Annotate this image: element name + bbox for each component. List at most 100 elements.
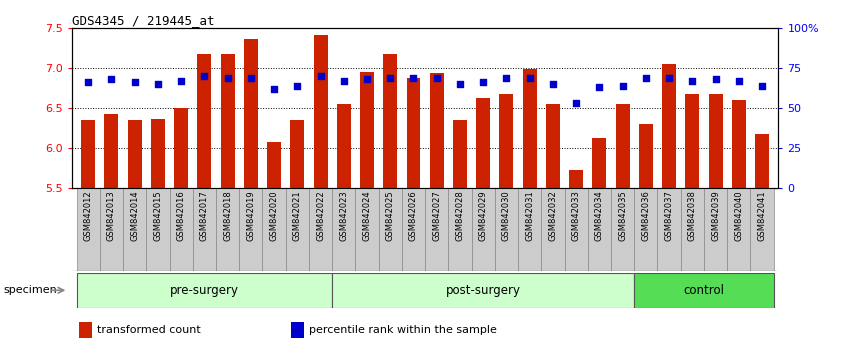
Point — [151, 81, 165, 87]
Text: GSM842015: GSM842015 — [153, 190, 162, 241]
Point — [244, 75, 257, 81]
Bar — [314, 35, 327, 188]
Bar — [123, 188, 146, 271]
Bar — [704, 188, 728, 271]
Bar — [453, 120, 467, 188]
Bar — [216, 188, 239, 271]
Bar — [426, 188, 448, 271]
Bar — [355, 188, 379, 271]
Text: GSM842027: GSM842027 — [432, 190, 442, 241]
Bar — [197, 54, 212, 188]
Bar — [448, 188, 471, 271]
Bar — [239, 188, 262, 271]
Text: GSM842040: GSM842040 — [734, 190, 744, 241]
Bar — [383, 54, 398, 188]
Bar — [79, 322, 91, 338]
Point — [174, 78, 188, 84]
Point — [732, 78, 745, 84]
Point — [616, 83, 629, 88]
Text: control: control — [684, 284, 724, 297]
Point — [639, 75, 652, 81]
Point — [593, 85, 607, 90]
Bar — [151, 119, 165, 188]
Bar — [267, 142, 281, 188]
Bar — [732, 100, 746, 188]
Text: GSM842023: GSM842023 — [339, 190, 349, 241]
Text: GSM842038: GSM842038 — [688, 190, 697, 241]
Bar — [546, 104, 560, 188]
Bar — [523, 69, 536, 188]
Text: GSM842021: GSM842021 — [293, 190, 302, 241]
Bar — [291, 322, 304, 338]
Text: GSM842032: GSM842032 — [548, 190, 558, 241]
Point — [81, 80, 95, 85]
Point — [383, 75, 397, 81]
Bar — [402, 188, 426, 271]
Bar — [471, 188, 495, 271]
Bar — [174, 108, 188, 188]
Bar — [100, 188, 123, 271]
Text: GSM842037: GSM842037 — [665, 190, 673, 241]
Bar — [634, 188, 657, 271]
Text: pre-surgery: pre-surgery — [170, 284, 239, 297]
Text: GDS4345 / 219445_at: GDS4345 / 219445_at — [72, 14, 214, 27]
Bar — [755, 134, 769, 188]
Bar — [541, 188, 564, 271]
Bar — [662, 64, 676, 188]
Text: GSM842030: GSM842030 — [502, 190, 511, 241]
Point — [105, 76, 118, 82]
Point — [755, 83, 769, 88]
Text: GSM842019: GSM842019 — [246, 190, 255, 241]
Point — [500, 75, 514, 81]
Point — [128, 80, 141, 85]
Text: GSM842017: GSM842017 — [200, 190, 209, 241]
Point — [290, 83, 304, 88]
Bar — [564, 188, 588, 271]
Point — [709, 76, 722, 82]
Text: GSM842036: GSM842036 — [641, 190, 651, 241]
Text: GSM842020: GSM842020 — [270, 190, 278, 241]
Bar — [169, 188, 193, 271]
Bar — [360, 72, 374, 188]
Bar — [634, 273, 774, 308]
Bar — [592, 138, 607, 188]
Bar — [616, 104, 629, 188]
Text: GSM842034: GSM842034 — [595, 190, 604, 241]
Text: GSM842018: GSM842018 — [223, 190, 232, 241]
Bar — [681, 188, 704, 271]
Bar — [146, 188, 169, 271]
Point — [198, 73, 212, 79]
Point — [430, 75, 443, 81]
Text: specimen: specimen — [3, 285, 58, 295]
Bar — [569, 170, 583, 188]
Bar — [332, 273, 634, 308]
Bar — [104, 114, 118, 188]
Bar — [407, 78, 420, 188]
Text: GSM842031: GSM842031 — [525, 190, 534, 241]
Text: transformed count: transformed count — [96, 325, 201, 335]
Bar — [657, 188, 681, 271]
Text: GSM842039: GSM842039 — [711, 190, 720, 241]
Point — [523, 75, 536, 81]
Point — [547, 81, 560, 87]
Text: post-surgery: post-surgery — [446, 284, 520, 297]
Point — [453, 81, 467, 87]
Point — [337, 78, 350, 84]
Bar — [379, 188, 402, 271]
Bar — [193, 188, 216, 271]
Text: GSM842041: GSM842041 — [757, 190, 766, 241]
Text: GSM842025: GSM842025 — [386, 190, 395, 241]
Bar — [685, 94, 700, 188]
Bar — [244, 39, 258, 188]
Bar — [286, 188, 309, 271]
Point — [476, 80, 490, 85]
Text: GSM842026: GSM842026 — [409, 190, 418, 241]
Bar — [262, 188, 286, 271]
Bar — [518, 188, 541, 271]
Text: GSM842024: GSM842024 — [363, 190, 371, 241]
Bar — [337, 104, 351, 188]
Point — [221, 75, 234, 81]
Text: GSM842014: GSM842014 — [130, 190, 139, 241]
Text: GSM842013: GSM842013 — [107, 190, 116, 241]
Text: GSM842035: GSM842035 — [618, 190, 627, 241]
